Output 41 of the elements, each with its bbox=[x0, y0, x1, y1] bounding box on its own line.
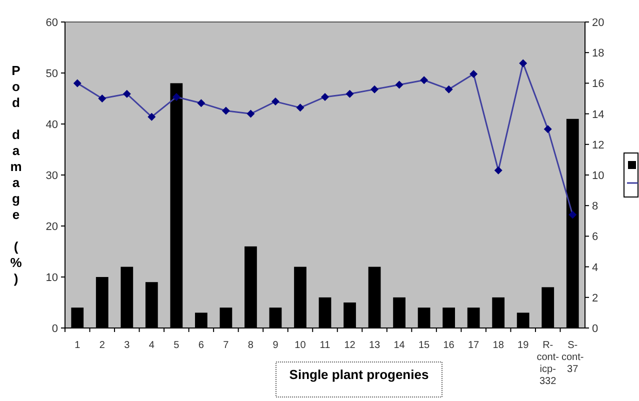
y-tick-label: 60 bbox=[46, 17, 58, 29]
y2-tick-label: 12 bbox=[592, 139, 604, 152]
y-tick-label: 20 bbox=[46, 221, 58, 233]
x-tick-label: 4 bbox=[148, 340, 155, 351]
y-tick-label: 0 bbox=[52, 323, 58, 335]
x-tick-label: 19 bbox=[518, 340, 530, 351]
y2-tick-label: 10 bbox=[592, 170, 604, 182]
x-tick-label: 8 bbox=[248, 340, 254, 351]
x-tick-label: 2 bbox=[99, 340, 106, 351]
x-tick-label: S-cont-37 bbox=[562, 340, 584, 375]
x-tick-label: 7 bbox=[223, 340, 230, 351]
x-tick-label: 15 bbox=[418, 340, 430, 351]
x-tick-label: R-cont-icp-332 bbox=[536, 340, 559, 387]
x-tick-label: 10 bbox=[294, 340, 306, 351]
y2-tick-label: 2 bbox=[592, 292, 598, 304]
y2-tick-label: 16 bbox=[592, 78, 604, 90]
x-tick-label: 14 bbox=[394, 340, 406, 351]
y2-tick-label: 18 bbox=[592, 48, 604, 60]
y2-tick-label: 14 bbox=[592, 108, 604, 121]
y2-tick-label: 6 bbox=[592, 231, 598, 244]
y-tick-label: 50 bbox=[46, 68, 58, 80]
x-tick-label: 17 bbox=[468, 340, 480, 351]
x-tick-label: 18 bbox=[492, 340, 504, 351]
x-tick-label: 16 bbox=[443, 340, 455, 351]
x-tick-label: 5 bbox=[174, 340, 180, 351]
x-tick-label: 1 bbox=[74, 340, 81, 351]
x-axis-title: Single plant progenies bbox=[289, 367, 429, 382]
y-tick-label: 40 bbox=[46, 119, 58, 131]
y-axis-title: Pod damage (%) bbox=[8, 63, 24, 287]
x-tick-label: 9 bbox=[272, 340, 279, 351]
x-tick-label: 13 bbox=[368, 340, 381, 351]
y2-tick-label: 0 bbox=[592, 323, 598, 335]
y2-tick-label: 20 bbox=[592, 17, 604, 29]
x-tick-label: 6 bbox=[198, 340, 204, 351]
x-tick-label: 11 bbox=[320, 340, 331, 351]
x-tick-label: 12 bbox=[344, 340, 356, 351]
y2-tick-label: 8 bbox=[592, 200, 598, 213]
y2-tick-label: 4 bbox=[592, 262, 598, 274]
y-tick-label: 30 bbox=[46, 170, 58, 182]
x-tick-label: 3 bbox=[124, 340, 130, 351]
y-tick-label: 10 bbox=[46, 272, 58, 284]
